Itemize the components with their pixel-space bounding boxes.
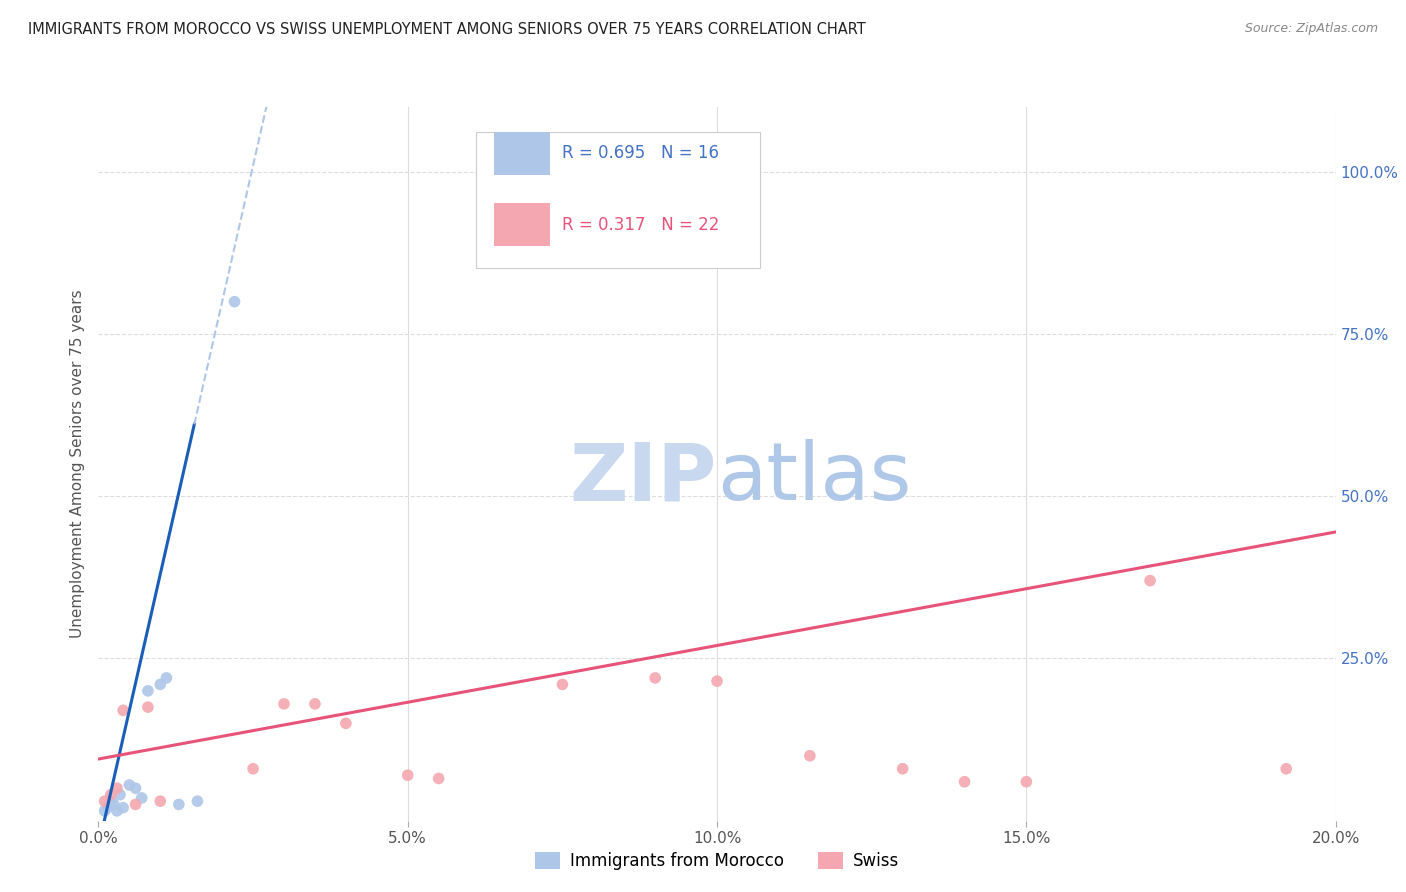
Text: atlas: atlas: [717, 439, 911, 517]
Point: [100, 788, 122, 802]
Point: [136, 700, 159, 714]
Point: [1275, 762, 1298, 776]
Point: [551, 677, 574, 691]
Text: Source: ZipAtlas.com: Source: ZipAtlas.com: [1244, 22, 1378, 36]
FancyBboxPatch shape: [495, 203, 550, 246]
Point: [273, 697, 295, 711]
Text: R = 0.695   N = 16: R = 0.695 N = 16: [562, 145, 720, 162]
Point: [105, 804, 128, 818]
FancyBboxPatch shape: [475, 132, 761, 268]
Point: [224, 294, 246, 309]
Point: [799, 748, 821, 763]
Point: [396, 768, 419, 782]
Point: [124, 797, 146, 812]
Point: [335, 716, 357, 731]
Point: [167, 797, 190, 812]
Point: [118, 778, 141, 792]
Point: [427, 772, 450, 786]
Point: [1139, 574, 1161, 588]
Point: [131, 791, 153, 805]
Point: [136, 684, 159, 698]
Point: [97, 800, 120, 814]
Point: [149, 794, 172, 808]
Text: R = 0.317   N = 22: R = 0.317 N = 22: [562, 216, 720, 234]
Point: [155, 671, 177, 685]
Point: [93, 804, 115, 818]
Point: [93, 794, 115, 808]
Point: [1015, 774, 1038, 789]
Point: [112, 800, 135, 814]
Point: [891, 762, 914, 776]
FancyBboxPatch shape: [495, 132, 550, 175]
Point: [100, 794, 122, 808]
Point: [124, 781, 146, 796]
Text: IMMIGRANTS FROM MOROCCO VS SWISS UNEMPLOYMENT AMONG SENIORS OVER 75 YEARS CORREL: IMMIGRANTS FROM MOROCCO VS SWISS UNEMPLO…: [28, 22, 866, 37]
Legend: Immigrants from Morocco, Swiss: Immigrants from Morocco, Swiss: [529, 845, 905, 877]
Point: [304, 697, 326, 711]
Point: [108, 788, 131, 802]
Y-axis label: Unemployment Among Seniors over 75 years: Unemployment Among Seniors over 75 years: [69, 290, 84, 638]
Point: [953, 774, 976, 789]
Point: [242, 762, 264, 776]
Point: [644, 671, 666, 685]
Text: ZIP: ZIP: [569, 439, 717, 517]
Point: [706, 674, 728, 689]
Point: [112, 703, 135, 717]
Point: [149, 677, 172, 691]
Point: [186, 794, 208, 808]
Point: [105, 781, 128, 796]
Point: [103, 797, 125, 812]
